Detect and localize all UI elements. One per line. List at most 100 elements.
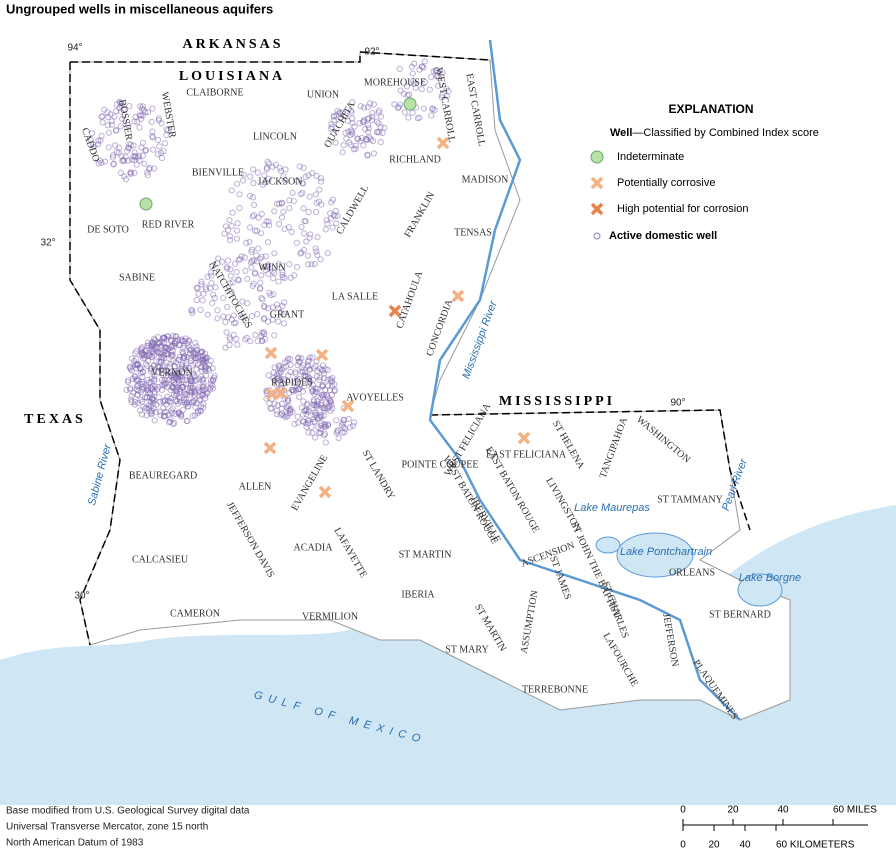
domestic-well: [365, 122, 372, 129]
domestic-well: [133, 361, 141, 369]
legend-subheading: Well—Classified by Combined Index score: [610, 127, 819, 139]
domestic-well: [226, 334, 233, 341]
domestic-well: [287, 361, 294, 368]
domestic-well: [117, 169, 125, 176]
west-border: [69, 62, 121, 646]
domestic-well: [330, 113, 338, 120]
well-potentially-corrosive: [341, 399, 355, 413]
domestic-well: [142, 347, 150, 354]
state-label: LOUISIANA: [179, 69, 285, 84]
domestic-well: [131, 118, 138, 125]
domestic-well: [327, 397, 334, 404]
domestic-well: [181, 389, 188, 396]
domestic-well: [296, 394, 303, 401]
domestic-well: [420, 105, 427, 112]
scale-label: 0: [680, 840, 686, 851]
mississippi-river: [428, 39, 741, 721]
domestic-well: [179, 348, 186, 355]
domestic-well: [123, 386, 130, 394]
domestic-well: [360, 104, 368, 111]
domestic-well: [200, 401, 207, 408]
domestic-well: [228, 288, 235, 295]
domestic-well: [318, 201, 325, 208]
domestic-well: [269, 163, 276, 170]
domestic-well: [254, 311, 261, 318]
domestic-well: [314, 234, 321, 241]
domestic-well: [281, 376, 288, 383]
parish-label: BEAUREGARD: [129, 470, 197, 481]
domestic-well: [229, 209, 236, 216]
domestic-well: [291, 420, 298, 428]
domestic-well: [158, 120, 165, 127]
domestic-well: [132, 373, 139, 380]
domestic-well: [426, 86, 433, 93]
domestic-well: [149, 396, 156, 403]
domestic-well: [305, 429, 312, 436]
domestic-well: [259, 296, 266, 303]
domestic-well: [163, 131, 170, 139]
domestic-well: [421, 58, 428, 65]
domestic-well: [418, 86, 425, 93]
domestic-well: [369, 110, 376, 117]
domestic-well: [167, 395, 174, 402]
domestic-well: [265, 175, 272, 182]
parish-label: WINN: [258, 262, 285, 273]
domestic-well: [362, 125, 369, 133]
parish-label: CAMERON: [170, 608, 220, 619]
domestic-well: [297, 191, 304, 198]
domestic-well: [270, 369, 277, 376]
domestic-well: [332, 139, 339, 146]
domestic-well: [257, 279, 264, 286]
domestic-well: [182, 365, 189, 372]
domestic-well: [249, 194, 257, 201]
domestic-well: [87, 136, 94, 143]
domestic-well: [403, 83, 411, 90]
domestic-well: [141, 385, 148, 392]
domestic-well: [319, 405, 326, 412]
domestic-well: [110, 160, 118, 167]
well-high-potential: [388, 304, 402, 318]
domestic-well: [261, 304, 268, 311]
domestic-well: [147, 368, 154, 375]
domestic-well: [397, 87, 404, 94]
domestic-well: [197, 407, 204, 414]
domestic-well: [278, 200, 285, 207]
domestic-well: [105, 144, 112, 151]
domestic-well: [341, 416, 348, 423]
domestic-well: [235, 256, 242, 263]
domestic-well: [313, 248, 320, 255]
domestic-well: [301, 230, 308, 237]
domestic-well: [130, 153, 137, 160]
domestic-well: [226, 233, 233, 240]
domestic-well: [309, 429, 316, 436]
domestic-well: [318, 175, 325, 182]
domestic-well: [193, 296, 200, 304]
water-label: Lake Borgne: [739, 572, 801, 584]
domestic-well: [188, 306, 195, 313]
domestic-well: [396, 65, 403, 73]
coordinate-label: 92°: [364, 47, 379, 58]
domestic-well: [160, 404, 167, 411]
domestic-well: [411, 80, 418, 87]
domestic-well: [331, 381, 338, 388]
domestic-well: [109, 152, 117, 159]
domestic-well: [144, 376, 151, 384]
domestic-well: [244, 275, 251, 282]
domestic-well: [322, 439, 329, 446]
domestic-well: [263, 218, 270, 225]
domestic-well: [321, 432, 328, 439]
domestic-well: [305, 172, 312, 179]
domestic-well: [281, 226, 288, 233]
domestic-well: [306, 377, 313, 384]
domestic-well: [133, 161, 140, 168]
domestic-well: [224, 303, 231, 311]
domestic-well: [290, 198, 297, 205]
domestic-well: [254, 169, 261, 176]
domestic-well: [310, 376, 317, 383]
domestic-well: [156, 408, 164, 415]
water-label: Lake Maurepas: [574, 502, 650, 514]
domestic-well: [304, 252, 311, 259]
domestic-well: [117, 99, 124, 107]
parish-label: SABINE: [119, 272, 155, 283]
domestic-well: [198, 367, 206, 374]
